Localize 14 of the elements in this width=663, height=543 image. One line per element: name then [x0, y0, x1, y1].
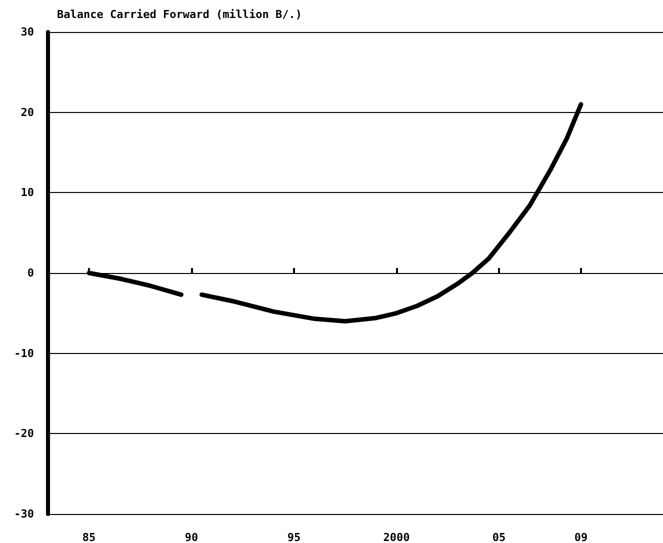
x-tick-label: 85 — [82, 531, 96, 543]
x-tick-label: 09 — [574, 531, 588, 543]
x-tick-label: 95 — [287, 531, 301, 543]
y-tick-label: 20 — [20, 106, 34, 119]
x-tick-label: 2000 — [383, 531, 410, 543]
y-tick-label: -20 — [14, 427, 34, 440]
y-tick-label: -30 — [14, 508, 34, 520]
x-tick-label: 90 — [184, 531, 198, 543]
y-tick-label: 0 — [27, 266, 34, 280]
y-tick-label: 10 — [20, 186, 34, 200]
y-tick-label: -10 — [14, 346, 34, 360]
x-tick-label: 05 — [492, 531, 506, 543]
y-tick-label: 30 — [20, 26, 34, 38]
chart-title: Balance Carried Forward (million B/.) — [57, 8, 302, 21]
